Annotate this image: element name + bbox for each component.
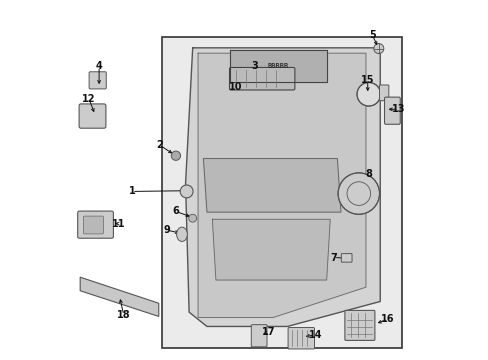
Text: 13: 13 [391,104,405,114]
Text: 15: 15 [360,75,374,85]
Polygon shape [185,48,380,327]
FancyBboxPatch shape [251,325,266,347]
FancyBboxPatch shape [341,253,351,262]
Polygon shape [212,219,329,280]
Text: 2: 2 [156,140,163,150]
Text: 4: 4 [96,62,102,71]
Text: 18: 18 [117,310,130,320]
Circle shape [373,44,383,54]
Text: 8: 8 [365,168,371,179]
Text: 5: 5 [368,30,375,40]
Polygon shape [198,53,365,318]
Text: 7: 7 [330,252,337,262]
Circle shape [180,185,193,198]
Circle shape [171,151,180,160]
Polygon shape [80,277,159,316]
FancyBboxPatch shape [83,216,103,234]
Circle shape [188,214,196,222]
Polygon shape [203,158,340,212]
FancyBboxPatch shape [229,67,294,90]
Polygon shape [230,50,326,82]
Text: 11: 11 [112,219,125,229]
FancyBboxPatch shape [287,328,314,349]
Bar [162,37,401,348]
Text: 1: 1 [128,186,135,197]
FancyBboxPatch shape [384,97,400,124]
Circle shape [259,72,275,88]
Circle shape [337,173,379,214]
Ellipse shape [176,227,187,242]
Text: 10: 10 [228,82,242,92]
Text: 17: 17 [262,327,275,337]
Text: 14: 14 [308,330,321,340]
FancyBboxPatch shape [79,104,106,128]
Text: 16: 16 [381,314,394,324]
Text: 9: 9 [163,225,170,235]
FancyBboxPatch shape [379,85,388,101]
Text: 3: 3 [251,61,258,71]
Text: 12: 12 [82,94,96,104]
Text: BBBBB: BBBBB [267,63,288,69]
FancyBboxPatch shape [78,211,113,238]
Circle shape [356,82,380,106]
FancyBboxPatch shape [89,72,106,89]
FancyBboxPatch shape [344,310,374,341]
Text: 6: 6 [172,206,179,216]
